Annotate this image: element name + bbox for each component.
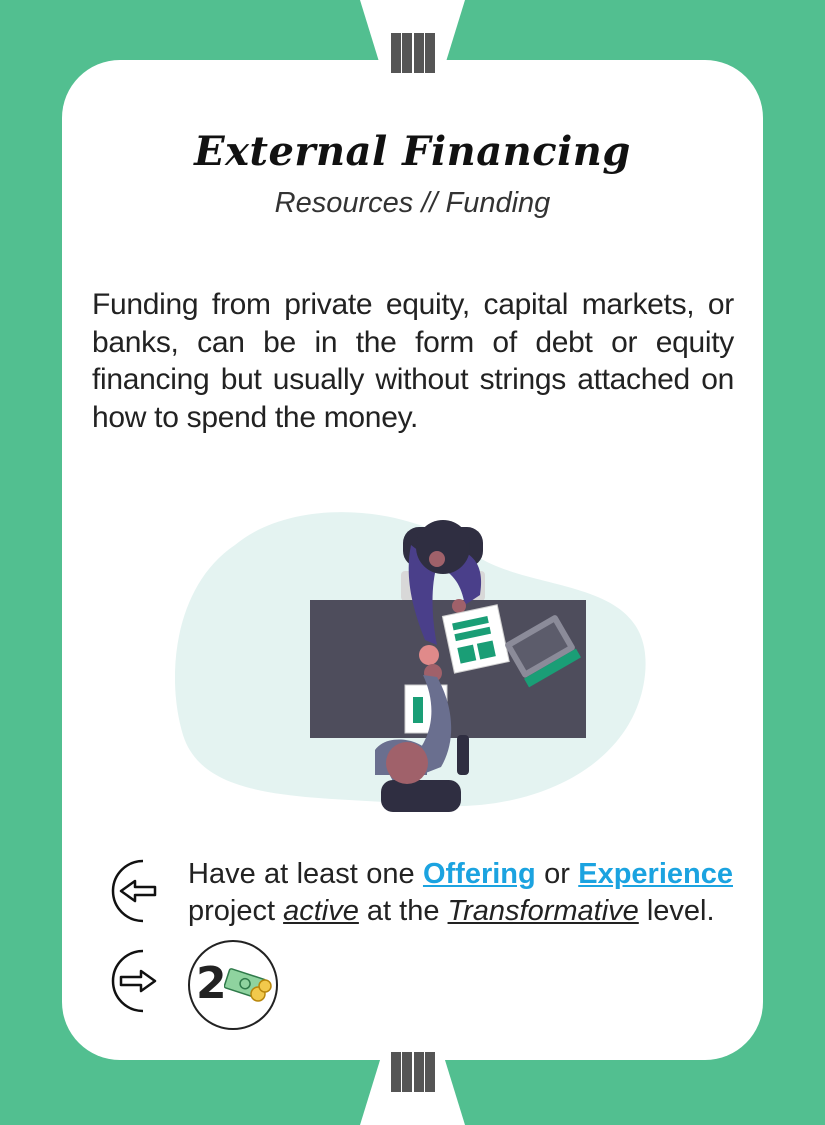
tier-marker-bottom [391, 1052, 435, 1092]
card-title: External Financing [194, 128, 631, 175]
active-keyword: active [283, 895, 359, 927]
card-subtitle: Resources // Funding [274, 187, 551, 219]
reward-badge: 2 [188, 940, 278, 1030]
tier-marker-top [391, 33, 435, 73]
handshake-illustration [175, 512, 646, 812]
card-description: Funding from private equity, capital mar… [92, 288, 734, 434]
offering-link[interactable]: Offering [422, 858, 536, 890]
reward-amount: 2 [196, 958, 227, 1009]
requirement-text: Have at least one Offering or Experience… [188, 858, 733, 927]
experience-link[interactable]: Experience [578, 858, 733, 890]
arrow-left-circle-icon [111, 859, 157, 923]
level-keyword: Transformative [447, 895, 639, 927]
arrow-right-circle-icon [111, 949, 157, 1013]
money-icon [224, 968, 272, 1002]
